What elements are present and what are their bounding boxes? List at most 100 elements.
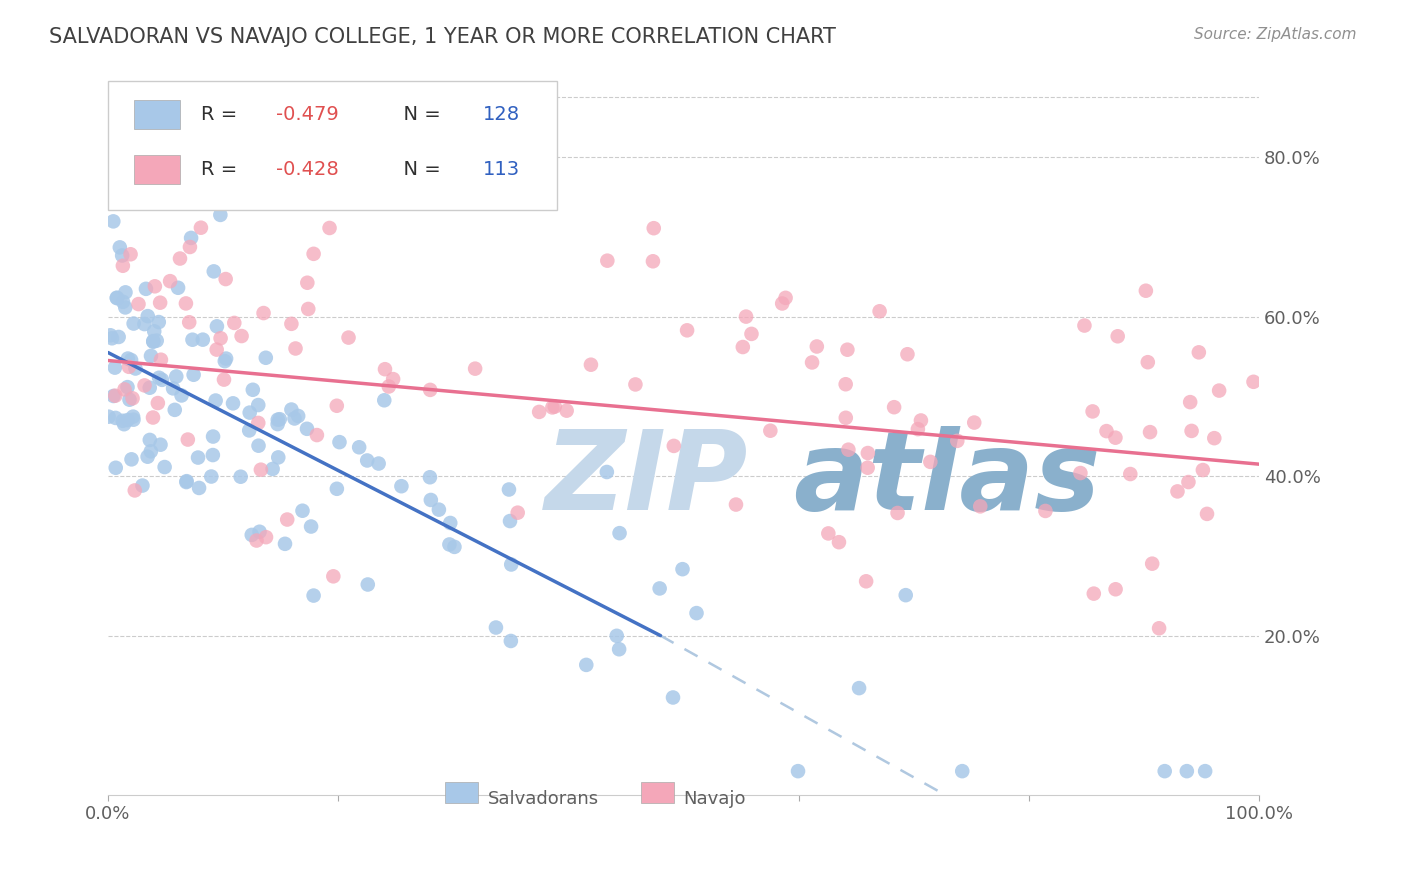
- Point: [731, 340, 754, 354]
- Point: [662, 690, 685, 705]
- Point: [179, 240, 201, 254]
- Point: [1166, 484, 1188, 499]
- Point: [112, 417, 135, 432]
- Point: [579, 358, 602, 372]
- Point: [969, 500, 991, 514]
- Point: [170, 388, 193, 402]
- Point: [139, 433, 162, 447]
- Point: [1107, 329, 1129, 343]
- Point: [201, 448, 224, 462]
- Point: [1083, 586, 1105, 600]
- Point: [276, 512, 298, 526]
- Point: [1195, 507, 1218, 521]
- FancyBboxPatch shape: [446, 782, 478, 803]
- Point: [142, 410, 165, 425]
- Point: [869, 304, 891, 318]
- Point: [439, 516, 461, 530]
- Point: [1139, 425, 1161, 439]
- Point: [1192, 463, 1215, 477]
- Point: [1147, 621, 1170, 635]
- Point: [856, 460, 879, 475]
- Point: [97, 409, 120, 424]
- Point: [266, 417, 288, 431]
- Point: [439, 537, 461, 551]
- Point: [252, 306, 274, 320]
- Point: [114, 285, 136, 300]
- Point: [427, 502, 450, 516]
- Point: [735, 310, 758, 324]
- Text: 128: 128: [484, 105, 520, 124]
- Point: [205, 319, 228, 334]
- Point: [181, 333, 204, 347]
- Point: [1208, 384, 1230, 398]
- Point: [153, 460, 176, 475]
- Point: [883, 400, 905, 414]
- Point: [643, 221, 665, 235]
- Point: [134, 378, 156, 392]
- Point: [555, 403, 578, 417]
- Point: [222, 396, 245, 410]
- Point: [117, 413, 139, 427]
- Point: [910, 413, 932, 427]
- Point: [262, 462, 284, 476]
- Point: [1135, 284, 1157, 298]
- Point: [328, 435, 350, 450]
- Point: [291, 504, 314, 518]
- Point: [1069, 466, 1091, 480]
- Point: [134, 317, 156, 331]
- Point: [297, 276, 319, 290]
- Point: [419, 470, 441, 484]
- Point: [391, 479, 413, 493]
- Point: [775, 291, 797, 305]
- Point: [1175, 764, 1198, 779]
- Point: [191, 333, 214, 347]
- Point: [100, 328, 122, 343]
- Point: [104, 460, 127, 475]
- Point: [356, 453, 378, 467]
- Point: [174, 296, 197, 310]
- Point: [177, 433, 200, 447]
- Point: [419, 383, 441, 397]
- Point: [501, 558, 523, 572]
- FancyBboxPatch shape: [641, 782, 673, 803]
- Point: [150, 373, 173, 387]
- Point: [139, 349, 162, 363]
- Text: -0.479: -0.479: [276, 105, 339, 124]
- Point: [299, 519, 322, 533]
- Point: [541, 401, 564, 415]
- Point: [179, 315, 201, 329]
- Point: [122, 412, 145, 426]
- Point: [120, 353, 142, 368]
- Point: [685, 606, 707, 620]
- Point: [143, 279, 166, 293]
- Point: [828, 535, 851, 549]
- Point: [118, 392, 141, 407]
- Point: [104, 389, 127, 403]
- Text: 113: 113: [484, 160, 520, 178]
- Point: [245, 533, 267, 548]
- Point: [1178, 395, 1201, 409]
- Point: [117, 380, 139, 394]
- Point: [835, 410, 858, 425]
- Point: [114, 301, 136, 315]
- Point: [326, 399, 349, 413]
- Point: [269, 412, 291, 426]
- Point: [105, 291, 128, 305]
- Point: [149, 295, 172, 310]
- Point: [856, 446, 879, 460]
- Point: [209, 208, 232, 222]
- Point: [596, 465, 619, 479]
- Point: [946, 434, 969, 448]
- Point: [111, 414, 134, 428]
- Point: [305, 428, 328, 442]
- Point: [135, 282, 157, 296]
- Point: [837, 343, 859, 357]
- Point: [1140, 557, 1163, 571]
- Text: atlas: atlas: [793, 425, 1099, 533]
- Text: N =: N =: [391, 160, 447, 178]
- Point: [169, 252, 191, 266]
- Point: [212, 373, 235, 387]
- Point: [624, 377, 647, 392]
- Point: [806, 339, 828, 353]
- Point: [443, 540, 465, 554]
